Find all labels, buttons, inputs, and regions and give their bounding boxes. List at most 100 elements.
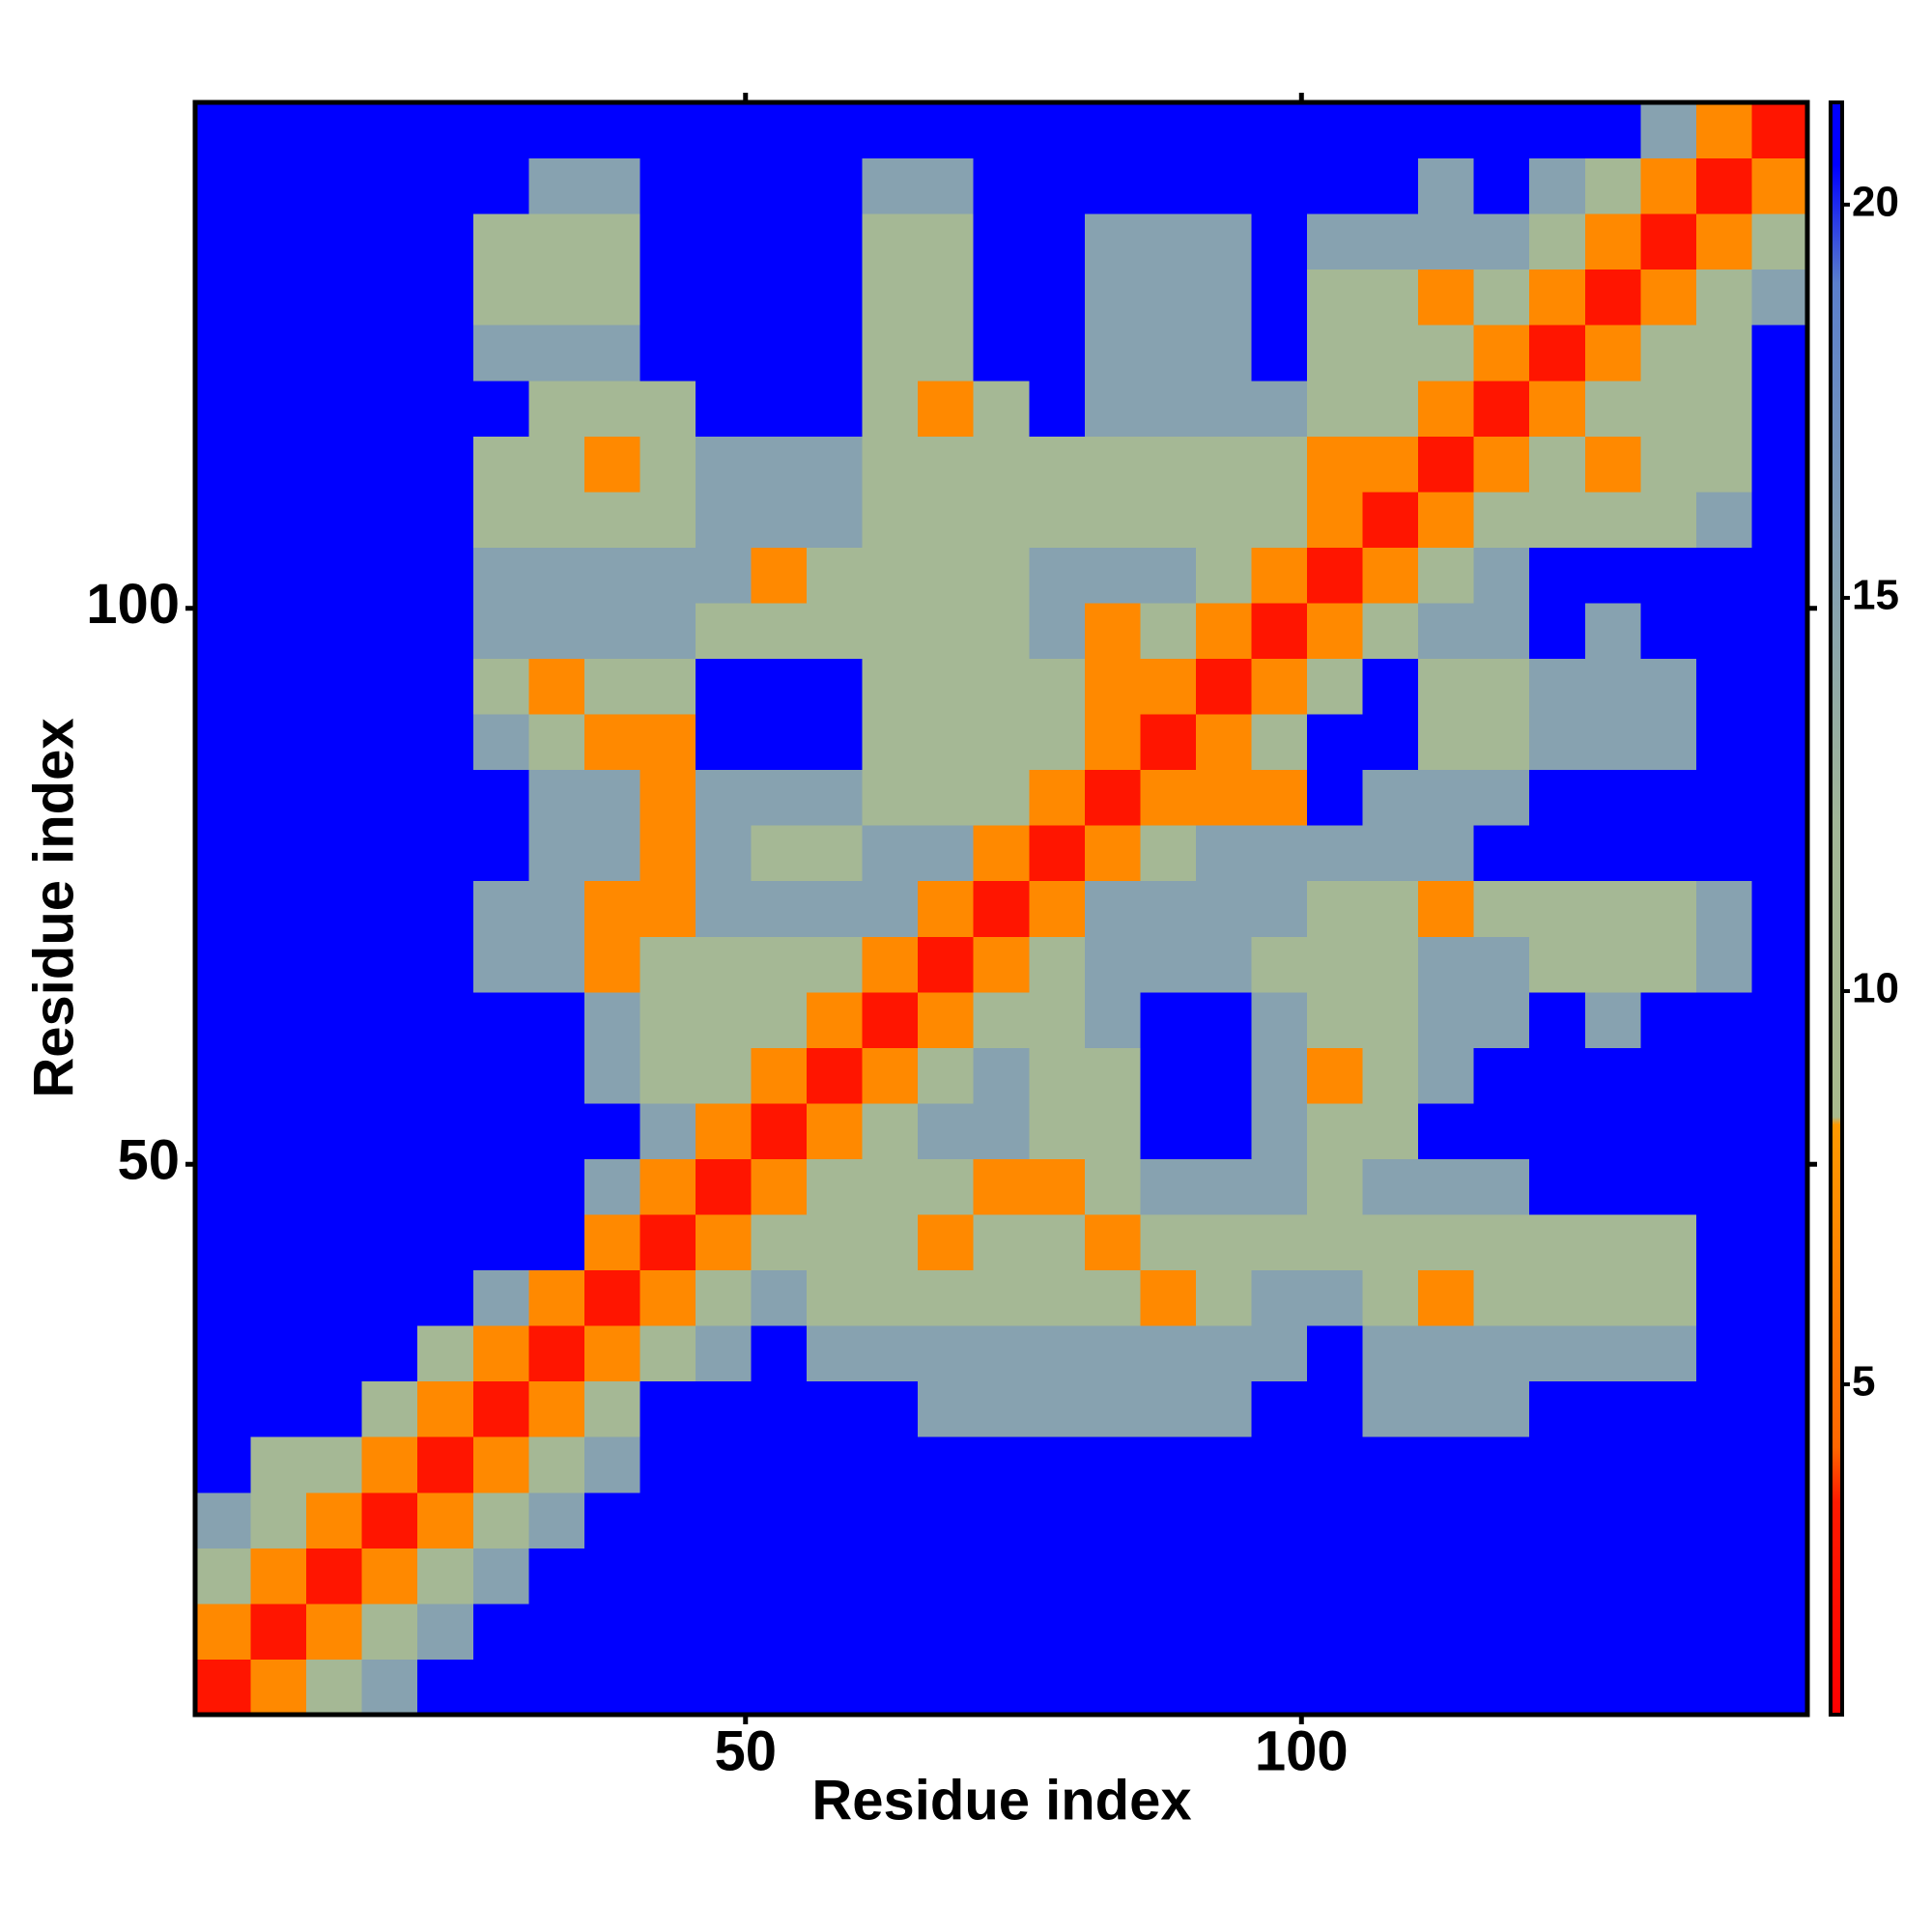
heatmap-cell xyxy=(1695,1492,1752,1548)
heatmap-cell xyxy=(973,769,1030,826)
heatmap-cell xyxy=(1529,602,1586,660)
heatmap-cell xyxy=(417,1214,474,1271)
heatmap-cell xyxy=(807,213,864,270)
heatmap-cell xyxy=(417,1436,474,1493)
heatmap-cell xyxy=(417,213,474,270)
heatmap-cell xyxy=(195,213,252,270)
heatmap-cell xyxy=(1751,325,1808,382)
heatmap-cell xyxy=(1695,491,1752,548)
heatmap-cell xyxy=(695,1436,753,1493)
heatmap-cell xyxy=(807,991,864,1048)
heatmap-cell xyxy=(1473,1436,1530,1493)
heatmap-cell xyxy=(1307,714,1364,771)
heatmap-cell xyxy=(528,936,585,993)
heatmap-cell xyxy=(862,213,919,270)
heatmap-cell xyxy=(250,102,307,159)
heatmap-cell xyxy=(306,602,363,660)
heatmap-cell xyxy=(751,658,808,715)
heatmap-cell xyxy=(583,436,640,493)
heatmap-cell xyxy=(417,602,474,660)
heatmap-cell xyxy=(250,1492,307,1548)
heatmap-cell xyxy=(639,602,696,660)
heatmap-cell xyxy=(1195,1492,1252,1548)
heatmap-cell xyxy=(417,769,474,826)
heatmap-cell xyxy=(583,1102,640,1159)
heatmap-cell xyxy=(583,1325,640,1382)
heatmap-cell xyxy=(1140,1102,1197,1159)
heatmap-cell xyxy=(1140,880,1197,937)
heatmap-cell xyxy=(1418,991,1475,1048)
heatmap-cell xyxy=(918,1603,975,1660)
heatmap-cell xyxy=(250,269,307,326)
heatmap-cell xyxy=(306,1214,363,1271)
heatmap-cell xyxy=(973,491,1030,548)
heatmap-cell xyxy=(1751,825,1808,882)
heatmap-cell xyxy=(583,1269,640,1326)
heatmap-cell xyxy=(361,602,418,660)
heatmap-cell xyxy=(472,102,529,159)
heatmap-cell xyxy=(1084,880,1141,937)
heatmap-cell xyxy=(1640,714,1697,771)
heatmap-cell xyxy=(695,991,753,1048)
heatmap-cell xyxy=(973,436,1030,493)
heatmap-cell xyxy=(862,1214,919,1271)
heatmap-cell xyxy=(417,1380,474,1437)
heatmap-cell xyxy=(1307,936,1364,993)
heatmap-cell xyxy=(918,1659,975,1716)
heatmap-cell xyxy=(695,436,753,493)
heatmap-cell xyxy=(1029,1548,1086,1605)
heatmap-cell xyxy=(1529,825,1586,882)
heatmap-cell xyxy=(417,1269,474,1326)
heatmap-cell xyxy=(250,380,307,437)
heatmap-cell xyxy=(1251,157,1308,214)
heatmap-cell xyxy=(1140,102,1197,159)
heatmap-cell xyxy=(973,991,1030,1048)
heatmap-cell xyxy=(306,714,363,771)
heatmap-cell xyxy=(695,325,753,382)
heatmap-cell xyxy=(1640,1492,1697,1548)
heatmap-cell xyxy=(918,269,975,326)
heatmap-cell xyxy=(1529,1214,1586,1271)
heatmap-cell xyxy=(1195,1603,1252,1660)
heatmap-cell xyxy=(1195,714,1252,771)
heatmap-cell xyxy=(1584,936,1641,993)
heatmap-cell xyxy=(1307,1548,1364,1605)
heatmap-cell xyxy=(417,547,474,604)
heatmap-cell xyxy=(306,1158,363,1215)
heatmap-cell xyxy=(1307,602,1364,660)
heatmap-cell xyxy=(695,602,753,660)
heatmap-cell xyxy=(417,1492,474,1548)
heatmap-cell xyxy=(583,602,640,660)
heatmap-cell xyxy=(862,1269,919,1326)
heatmap-cell xyxy=(250,1380,307,1437)
heatmap-cell xyxy=(1751,1214,1808,1271)
heatmap-cell xyxy=(1084,1158,1141,1215)
heatmap-cell xyxy=(862,1492,919,1548)
heatmap-cell xyxy=(528,880,585,937)
colorbar-tick-label: 5 xyxy=(1852,1358,1875,1406)
heatmap-cell xyxy=(1695,1325,1752,1382)
heatmap-cell xyxy=(1418,547,1475,604)
heatmap-cell xyxy=(1640,380,1697,437)
heatmap-cell xyxy=(195,880,252,937)
heatmap-cell xyxy=(1029,714,1086,771)
heatmap-cell xyxy=(1362,825,1419,882)
heatmap-cell xyxy=(973,602,1030,660)
heatmap-cell xyxy=(1307,1603,1364,1660)
heatmap-cell xyxy=(306,1047,363,1104)
heatmap-cell xyxy=(1529,936,1586,993)
heatmap-cell xyxy=(1695,1380,1752,1437)
heatmap-cell xyxy=(528,769,585,826)
heatmap-cell xyxy=(1640,1158,1697,1215)
heatmap-cell xyxy=(361,1492,418,1548)
heatmap-cell xyxy=(918,658,975,715)
heatmap-cell xyxy=(417,936,474,993)
heatmap-cell xyxy=(1195,1269,1252,1326)
heatmap-cell xyxy=(1584,1047,1641,1104)
heatmap-cell xyxy=(306,380,363,437)
heatmap-cell xyxy=(583,491,640,548)
heatmap-cell xyxy=(1473,991,1530,1048)
heatmap-cell xyxy=(1029,1269,1086,1326)
heatmap-cell xyxy=(417,269,474,326)
heatmap-cell xyxy=(918,1325,975,1382)
